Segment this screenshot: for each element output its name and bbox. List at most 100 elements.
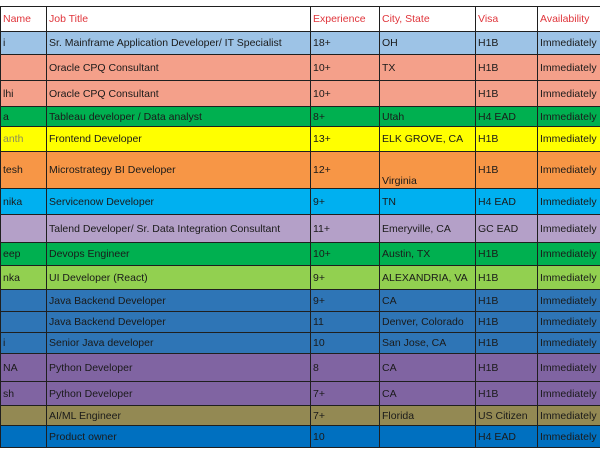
cell-experience[interactable]: 10+ (310, 54, 380, 81)
cell-availability[interactable]: Immediately (537, 311, 600, 333)
cell-availability[interactable]: Immediately (537, 405, 600, 426)
cell-name[interactable]: i (0, 31, 47, 55)
cell-city-state[interactable]: San Jose, CA (379, 332, 476, 354)
cell-availability[interactable]: Immediately (537, 54, 600, 81)
cell-visa[interactable]: H1B (475, 381, 538, 406)
cell-experience[interactable]: 8+ (310, 106, 380, 127)
cell-job-title[interactable]: Java Backend Developer (46, 289, 311, 312)
cell-city-state[interactable]: CA (379, 289, 476, 312)
cell-job-title[interactable]: Python Developer (46, 381, 311, 406)
cell-visa[interactable]: H4 EAD (475, 106, 538, 127)
cell-city-state[interactable]: CA (379, 353, 476, 382)
cell-visa[interactable]: H1B (475, 151, 538, 189)
cell-visa[interactable]: GC EAD (475, 214, 538, 243)
cell-experience[interactable]: 13+ (310, 126, 380, 152)
cell-city-state[interactable]: TX (379, 54, 476, 81)
cell-experience[interactable]: 9+ (310, 289, 380, 312)
cell-visa[interactable]: H1B (475, 242, 538, 266)
cell-experience[interactable]: 9+ (310, 188, 380, 215)
cell-name[interactable]: a (0, 106, 47, 127)
cell-city-state[interactable]: Utah (379, 106, 476, 127)
cell-name[interactable]: sh (0, 381, 47, 406)
cell-name[interactable] (0, 311, 47, 333)
header-job-title[interactable]: Job Title (46, 6, 311, 32)
cell-job-title[interactable]: Devops Engineer (46, 242, 311, 266)
cell-job-title[interactable]: AI/ML Engineer (46, 405, 311, 426)
cell-experience[interactable]: 10 (310, 425, 380, 448)
cell-visa[interactable]: H1B (475, 80, 538, 107)
cell-job-title[interactable]: Talend Developer/ Sr. Data Integration C… (46, 214, 311, 243)
cell-visa[interactable]: H1B (475, 332, 538, 354)
header-name[interactable]: Name (0, 6, 47, 32)
cell-experience[interactable]: 10+ (310, 80, 380, 107)
cell-job-title[interactable]: Microstrategy BI Developer (46, 151, 311, 189)
cell-experience[interactable]: 10+ (310, 242, 380, 266)
cell-job-title[interactable]: Servicenow Developer (46, 188, 311, 215)
cell-experience[interactable]: 12+ (310, 151, 380, 189)
cell-name[interactable]: nika (0, 188, 47, 215)
cell-experience[interactable]: 18+ (310, 31, 380, 55)
header-availability[interactable]: Availability (537, 6, 600, 32)
cell-name[interactable]: eep (0, 242, 47, 266)
cell-visa[interactable]: H1B (475, 289, 538, 312)
cell-availability[interactable]: Immediately (537, 242, 600, 266)
cell-city-state[interactable]: CA (379, 381, 476, 406)
cell-city-state[interactable]: TN (379, 188, 476, 215)
cell-visa[interactable]: H4 EAD (475, 425, 538, 448)
cell-name[interactable] (0, 425, 47, 448)
cell-availability[interactable]: Immediately (537, 106, 600, 127)
cell-availability[interactable]: Immediately (537, 353, 600, 382)
cell-visa[interactable]: H1B (475, 265, 538, 290)
cell-city-state[interactable]: ELK GROVE, CA (379, 126, 476, 152)
cell-availability[interactable]: Immediately (537, 126, 600, 152)
cell-experience[interactable]: 7+ (310, 381, 380, 406)
cell-city-state[interactable]: ALEXANDRIA, VA (379, 265, 476, 290)
cell-availability[interactable]: Immediately (537, 31, 600, 55)
cell-experience[interactable]: 10 (310, 332, 380, 354)
cell-job-title[interactable]: Sr. Mainframe Application Developer/ IT … (46, 31, 311, 55)
cell-city-state[interactable]: Emeryville, CA (379, 214, 476, 243)
cell-job-title[interactable]: UI Developer (React) (46, 265, 311, 290)
cell-visa[interactable]: US Citizen (475, 405, 538, 426)
cell-availability[interactable]: Immediately (537, 188, 600, 215)
cell-name[interactable] (0, 289, 47, 312)
cell-name[interactable] (0, 54, 47, 81)
cell-city-state[interactable]: Denver, Colorado (379, 311, 476, 333)
cell-city-state[interactable]: Florida (379, 405, 476, 426)
cell-availability[interactable]: Immediately (537, 332, 600, 354)
cell-job-title[interactable]: Frontend Developer (46, 126, 311, 152)
cell-visa[interactable]: H1B (475, 54, 538, 81)
cell-availability[interactable]: Immediately (537, 289, 600, 312)
cell-job-title[interactable]: Tableau developer / Data analyst (46, 106, 311, 127)
cell-job-title[interactable]: Python Developer (46, 353, 311, 382)
header-visa[interactable]: Visa (475, 6, 538, 32)
cell-name[interactable]: lhi (0, 80, 47, 107)
cell-visa[interactable]: H1B (475, 126, 538, 152)
cell-city-state[interactable] (379, 80, 476, 107)
cell-experience[interactable]: 9+ (310, 265, 380, 290)
cell-visa[interactable]: H1B (475, 31, 538, 55)
cell-availability[interactable]: Immediately (537, 265, 600, 290)
cell-city-state[interactable] (379, 425, 476, 448)
cell-job-title[interactable]: Product owner (46, 425, 311, 448)
cell-city-state[interactable]: Virginia (379, 151, 476, 189)
cell-name[interactable]: tesh (0, 151, 47, 189)
cell-availability[interactable]: Immediately (537, 381, 600, 406)
cell-availability[interactable]: Immediately (537, 151, 600, 189)
cell-experience[interactable]: 11+ (310, 214, 380, 243)
cell-job-title[interactable]: Oracle CPQ Consultant (46, 80, 311, 107)
header-experience[interactable]: Experience (310, 6, 380, 32)
cell-name[interactable] (0, 214, 47, 243)
cell-visa[interactable]: H1B (475, 311, 538, 333)
cell-availability[interactable]: Immediately (537, 214, 600, 243)
cell-name[interactable] (0, 405, 47, 426)
cell-job-title[interactable]: Oracle CPQ Consultant (46, 54, 311, 81)
cell-availability[interactable]: Immediately (537, 425, 600, 448)
cell-availability[interactable]: Immediately (537, 80, 600, 107)
cell-visa[interactable]: H1B (475, 353, 538, 382)
cell-job-title[interactable]: Senior Java developer (46, 332, 311, 354)
cell-name[interactable]: NA (0, 353, 47, 382)
cell-name[interactable]: i (0, 332, 47, 354)
cell-city-state[interactable]: Austin, TX (379, 242, 476, 266)
cell-city-state[interactable]: OH (379, 31, 476, 55)
